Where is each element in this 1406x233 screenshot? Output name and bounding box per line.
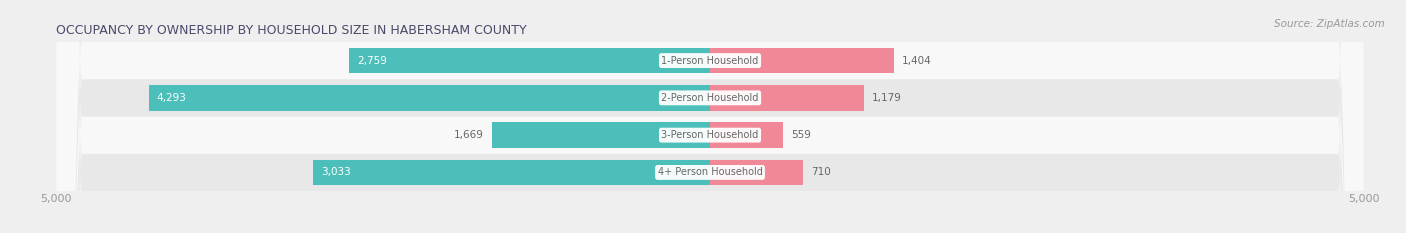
Text: Source: ZipAtlas.com: Source: ZipAtlas.com <box>1274 19 1385 29</box>
Text: 3,033: 3,033 <box>322 168 352 177</box>
Text: 1,404: 1,404 <box>901 56 931 65</box>
Bar <box>149 85 710 110</box>
FancyBboxPatch shape <box>56 0 1364 233</box>
Text: 1,669: 1,669 <box>454 130 484 140</box>
Bar <box>710 123 783 148</box>
Bar <box>710 48 894 73</box>
Bar <box>349 48 710 73</box>
Text: 4+ Person Household: 4+ Person Household <box>658 168 762 177</box>
Text: 4,293: 4,293 <box>156 93 187 103</box>
FancyBboxPatch shape <box>56 0 1364 233</box>
Text: 1,179: 1,179 <box>872 93 901 103</box>
Text: 559: 559 <box>792 130 811 140</box>
Text: 2,759: 2,759 <box>357 56 387 65</box>
Text: 3-Person Household: 3-Person Household <box>661 130 759 140</box>
FancyBboxPatch shape <box>56 0 1364 233</box>
FancyBboxPatch shape <box>56 0 1364 233</box>
Bar <box>492 123 710 148</box>
Text: 710: 710 <box>811 168 831 177</box>
Bar <box>314 160 710 185</box>
Text: OCCUPANCY BY OWNERSHIP BY HOUSEHOLD SIZE IN HABERSHAM COUNTY: OCCUPANCY BY OWNERSHIP BY HOUSEHOLD SIZE… <box>56 24 527 37</box>
Text: 2-Person Household: 2-Person Household <box>661 93 759 103</box>
Bar <box>710 160 803 185</box>
Text: 1-Person Household: 1-Person Household <box>661 56 759 65</box>
Bar <box>710 85 865 110</box>
